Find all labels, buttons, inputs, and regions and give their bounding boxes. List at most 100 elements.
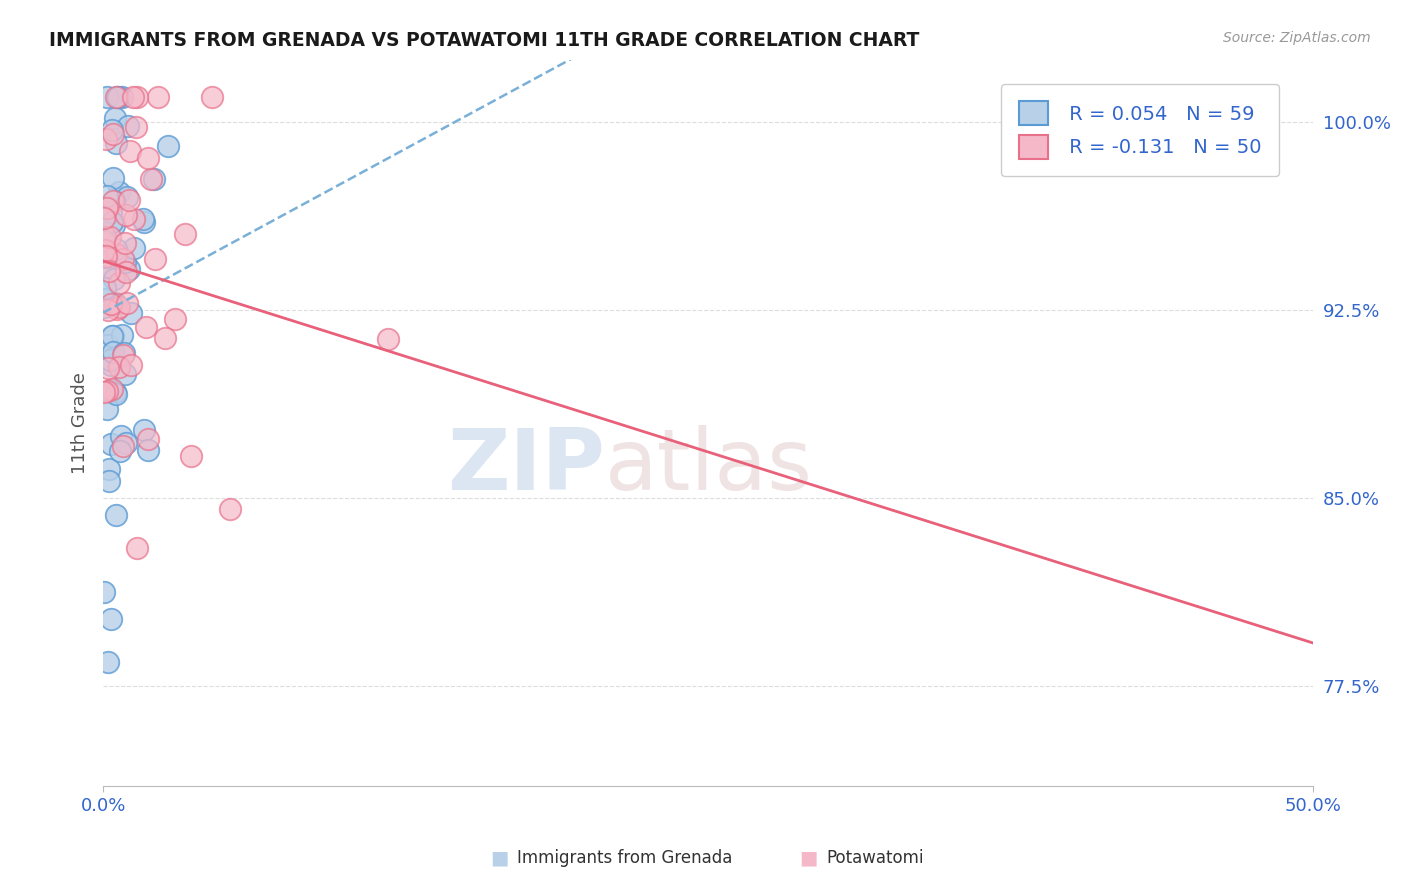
Point: [93, 211, 115, 226]
Legend:  R = 0.054   N = 59,  R = -0.131   N = 50: R = 0.054 N = 59, R = -0.131 N = 50: [1001, 84, 1279, 176]
Point: [97, 655, 120, 669]
Point: [97, 303, 120, 318]
Text: IMMIGRANTS FROM GRENADA VS POTAWATOMI 11TH GRADE CORRELATION CHART: IMMIGRANTS FROM GRENADA VS POTAWATOMI 11…: [49, 31, 920, 50]
Point: [104, 386, 127, 401]
Text: Potawatomi: Potawatomi: [827, 849, 924, 867]
Point: [104, 385, 127, 400]
Point: [96, 189, 118, 203]
Point: [98, 264, 121, 278]
Point: [132, 211, 155, 226]
Point: [148, 90, 170, 104]
Point: [96, 402, 118, 417]
Point: [132, 423, 155, 437]
Point: [112, 346, 135, 360]
Point: [118, 262, 141, 277]
Point: [100, 611, 122, 625]
Point: [101, 329, 124, 343]
Point: [120, 359, 142, 373]
Point: [100, 384, 122, 398]
Point: [156, 139, 179, 153]
Point: [110, 428, 132, 442]
Point: [108, 301, 131, 315]
Point: [111, 327, 134, 342]
Point: [103, 127, 125, 141]
Point: [125, 120, 148, 134]
Point: [120, 306, 142, 320]
Text: ZIP: ZIP: [447, 425, 606, 508]
Point: [100, 358, 122, 372]
Point: [104, 242, 127, 256]
Point: [103, 351, 125, 366]
Point: [94, 281, 117, 295]
Text: ■: ■: [489, 848, 509, 867]
Point: [97, 462, 120, 476]
Point: [125, 541, 148, 556]
Point: [104, 90, 127, 104]
Point: [93, 263, 115, 277]
Point: [111, 90, 134, 104]
Point: [115, 435, 138, 450]
Point: [103, 194, 125, 208]
Point: [103, 296, 125, 310]
Point: [94, 132, 117, 146]
Point: [98, 229, 121, 244]
Point: [98, 353, 121, 368]
Point: [93, 234, 115, 248]
Point: [105, 302, 128, 317]
Point: [100, 382, 122, 396]
Point: [115, 190, 138, 204]
Point: [97, 475, 120, 489]
Point: [136, 151, 159, 165]
Point: [96, 201, 118, 215]
Text: atlas: atlas: [606, 425, 813, 508]
Point: [115, 296, 138, 310]
Point: [93, 300, 115, 314]
Point: [122, 211, 145, 226]
Point: [101, 345, 124, 359]
Point: [114, 236, 136, 251]
Point: [112, 440, 135, 454]
Text: ■: ■: [799, 848, 818, 867]
Point: [125, 90, 148, 104]
Point: [105, 247, 128, 261]
Text: Immigrants from Grenada: Immigrants from Grenada: [517, 849, 733, 867]
Point: [103, 272, 125, 286]
Point: [93, 385, 115, 400]
Point: [100, 297, 122, 311]
Point: [377, 332, 399, 346]
Point: [100, 204, 122, 219]
Point: [97, 338, 120, 352]
Point: [143, 252, 166, 267]
Point: [94, 250, 117, 264]
Point: [118, 194, 141, 208]
Point: [122, 90, 145, 104]
Point: [132, 215, 155, 229]
Point: [114, 265, 136, 279]
Point: [135, 320, 157, 334]
Point: [108, 444, 131, 458]
Point: [96, 90, 118, 104]
Point: [163, 312, 186, 326]
Point: [94, 249, 117, 263]
Point: [94, 243, 117, 257]
Point: [155, 331, 177, 345]
Point: [94, 229, 117, 244]
Y-axis label: 11th Grade: 11th Grade: [72, 372, 89, 474]
Point: [93, 292, 115, 306]
Point: [114, 367, 136, 381]
Point: [104, 112, 127, 126]
Point: [104, 136, 127, 150]
Point: [139, 172, 162, 186]
Point: [93, 584, 115, 599]
Point: [142, 171, 165, 186]
Point: [111, 252, 134, 267]
Point: [114, 208, 136, 222]
Point: [122, 241, 145, 255]
Point: [108, 359, 131, 374]
Point: [103, 218, 125, 232]
Point: [100, 437, 122, 451]
Point: [201, 90, 224, 104]
Point: [136, 432, 159, 446]
Point: [107, 185, 129, 199]
Point: [105, 90, 128, 104]
